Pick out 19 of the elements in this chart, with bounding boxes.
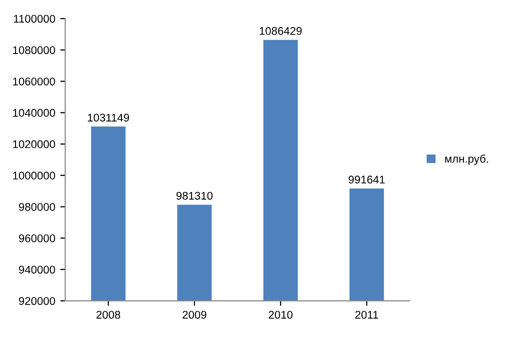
x-tick-label: 2008 bbox=[96, 310, 120, 319]
x-tick-label: 2009 bbox=[182, 310, 206, 319]
y-tick-label: 920000 bbox=[18, 297, 56, 305]
x-tick-label: 2011 bbox=[355, 310, 378, 319]
data-label: 981310 bbox=[176, 192, 213, 200]
y-tick-label: 1080000 bbox=[13, 46, 56, 54]
data-label: 1031149 bbox=[88, 114, 130, 122]
y-tick-label: 940000 bbox=[18, 266, 56, 274]
y-tick-label: 1040000 bbox=[13, 108, 56, 117]
data-label: 991641 bbox=[348, 176, 385, 184]
x-tick-label: 2010 bbox=[268, 310, 292, 319]
y-tick-label: 1020000 bbox=[13, 140, 56, 148]
y-tick-label: 1000000 bbox=[13, 172, 56, 180]
y-tick-label: 980000 bbox=[18, 203, 56, 211]
y-tick-label: 960000 bbox=[18, 234, 56, 242]
data-label: 1086429 bbox=[260, 27, 302, 35]
y-tick-label: 1100000 bbox=[14, 14, 56, 23]
legend-label: млн.руб. bbox=[445, 154, 488, 165]
y-tick-label: 1060000 bbox=[13, 78, 56, 86]
